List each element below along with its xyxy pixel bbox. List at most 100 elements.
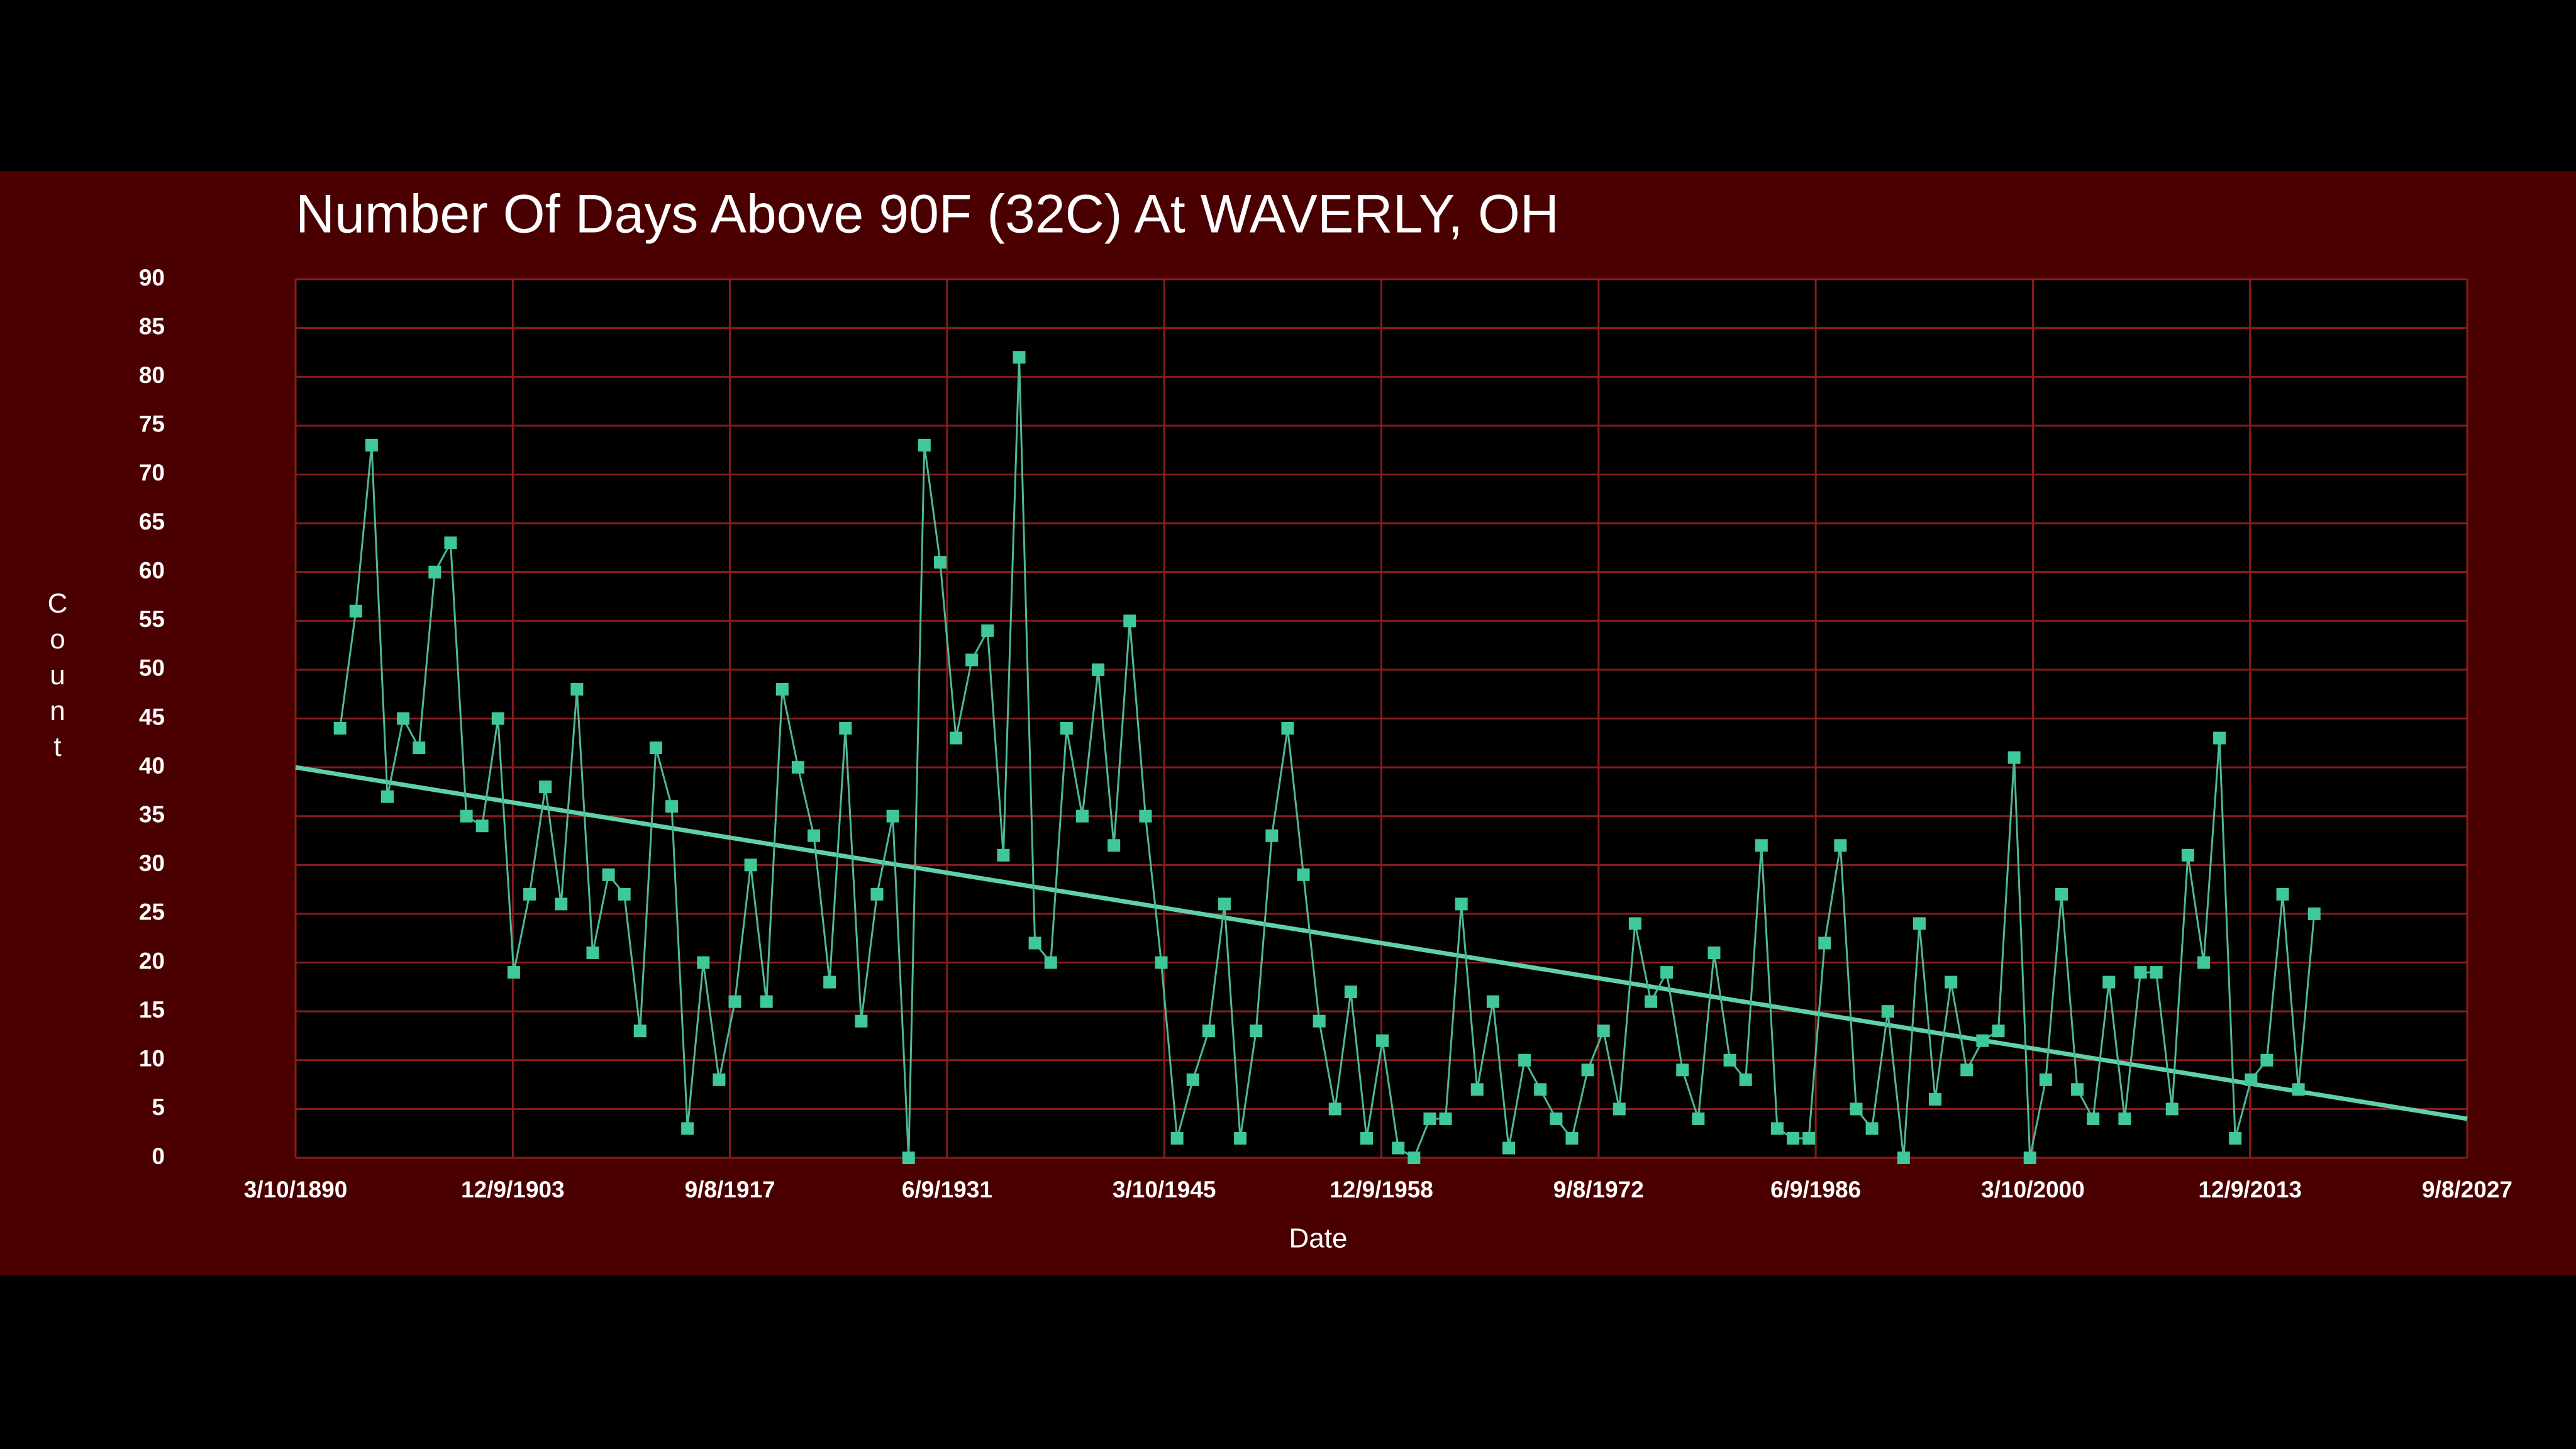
x-tick-label: 6/9/1931	[902, 1177, 992, 1202]
y-tick-label: 5	[152, 1094, 165, 1120]
data-point	[1960, 1063, 1974, 1077]
data-point	[981, 624, 994, 637]
data-point	[1929, 1092, 1942, 1106]
data-point	[2071, 1083, 2084, 1096]
data-point	[1865, 1122, 1879, 1135]
data-point	[1234, 1131, 1247, 1145]
data-point	[1392, 1141, 1405, 1155]
data-point	[665, 800, 679, 813]
data-point	[333, 722, 347, 735]
data-point	[413, 741, 426, 755]
data-point	[397, 712, 410, 725]
data-point	[1581, 1063, 1594, 1077]
data-point	[349, 604, 362, 618]
data-point	[1028, 936, 1041, 950]
data-point	[475, 819, 489, 833]
data-point	[823, 975, 836, 989]
data-point	[1881, 1005, 1894, 1018]
x-tick-label: 12/9/1958	[1330, 1177, 1433, 1202]
data-point	[728, 995, 741, 1008]
data-point	[2181, 848, 2194, 862]
data-point	[965, 653, 979, 667]
data-point	[1265, 829, 1279, 842]
data-point	[1186, 1073, 1199, 1086]
data-point	[633, 1024, 647, 1038]
data-point	[555, 897, 568, 911]
data-point	[2007, 751, 2021, 764]
data-point	[1755, 839, 1768, 852]
data-point	[2023, 1152, 2036, 1164]
y-tick-label: 0	[152, 1143, 165, 1169]
data-point	[1123, 614, 1136, 628]
data-point	[902, 1152, 915, 1164]
data-point	[1518, 1053, 1531, 1067]
y-tick-label: 60	[139, 557, 165, 583]
data-point	[1897, 1152, 1910, 1164]
data-point	[618, 887, 631, 901]
data-point	[570, 682, 584, 696]
y-axis-label: Count	[42, 588, 73, 767]
data-point	[1628, 917, 1641, 930]
x-tick-label: 9/8/2027	[2422, 1177, 2512, 1202]
data-point	[1313, 1014, 1326, 1028]
data-point	[1155, 956, 1168, 969]
data-point	[2165, 1102, 2179, 1116]
data-point	[2055, 887, 2068, 901]
data-point	[1787, 1131, 1800, 1145]
data-point	[1802, 1131, 1816, 1145]
data-point	[1613, 1102, 1626, 1116]
y-tick-label: 35	[139, 802, 165, 828]
data-point	[2197, 956, 2210, 969]
data-point	[1534, 1083, 1547, 1096]
data-point	[997, 848, 1010, 862]
y-tick-label: 65	[139, 509, 165, 535]
data-point	[444, 536, 457, 550]
y-tick-label: 20	[139, 948, 165, 974]
data-point	[1818, 936, 1831, 950]
trend-line	[295, 765, 2468, 1121]
x-axis-label: Date	[1289, 1223, 1348, 1254]
data-point	[649, 741, 662, 755]
y-tick-label: 10	[139, 1046, 165, 1072]
data-point	[1139, 809, 1152, 823]
y-tick-label: 85	[139, 313, 165, 339]
data-point	[1013, 351, 1026, 364]
data-point	[933, 556, 947, 569]
data-point	[460, 809, 473, 823]
data-point	[1834, 839, 1847, 852]
data-point	[1439, 1112, 1452, 1125]
data-point	[1407, 1152, 1421, 1164]
data-point	[1092, 663, 1105, 676]
data-point	[775, 682, 789, 696]
y-tick-label: 45	[139, 704, 165, 730]
data-point	[839, 722, 852, 735]
data-point	[808, 829, 821, 842]
data-point	[855, 1014, 868, 1028]
y-tick-label: 25	[139, 899, 165, 925]
data-point	[1423, 1112, 1436, 1125]
data-point	[2307, 907, 2321, 920]
x-tick-label: 3/10/1945	[1113, 1177, 1216, 1202]
data-point	[586, 947, 599, 960]
data-point	[428, 565, 441, 579]
x-tick-label: 9/8/1917	[685, 1177, 775, 1202]
y-tick-label: 40	[139, 753, 165, 779]
data-point	[1202, 1024, 1215, 1038]
data-point	[697, 956, 710, 969]
data-point	[1376, 1034, 1389, 1047]
chart-title: Number Of Days Above 90F (32C) At WAVERL…	[296, 184, 1559, 245]
y-tick-label: 55	[139, 606, 165, 632]
data-point	[1250, 1024, 1263, 1038]
y-tick-label: 75	[139, 411, 165, 437]
data-point	[1945, 975, 1958, 989]
data-point	[886, 809, 899, 823]
data-point	[1550, 1112, 1563, 1125]
data-point	[1660, 966, 1674, 979]
data-point	[2118, 1112, 2131, 1125]
data-point	[1850, 1102, 1863, 1116]
data-point	[1645, 995, 1658, 1008]
data-point	[507, 966, 520, 979]
data-point	[2102, 975, 2116, 989]
data-point	[1060, 722, 1073, 735]
data-point	[1297, 868, 1310, 881]
